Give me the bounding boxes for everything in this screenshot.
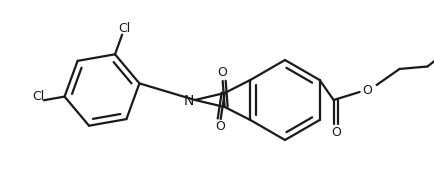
Text: Cl: Cl [118,22,130,35]
Text: Cl: Cl [32,90,44,103]
Text: O: O [363,83,372,96]
Text: O: O [332,126,342,139]
Text: O: O [218,67,227,80]
Text: O: O [216,120,226,133]
Text: N: N [184,94,194,108]
